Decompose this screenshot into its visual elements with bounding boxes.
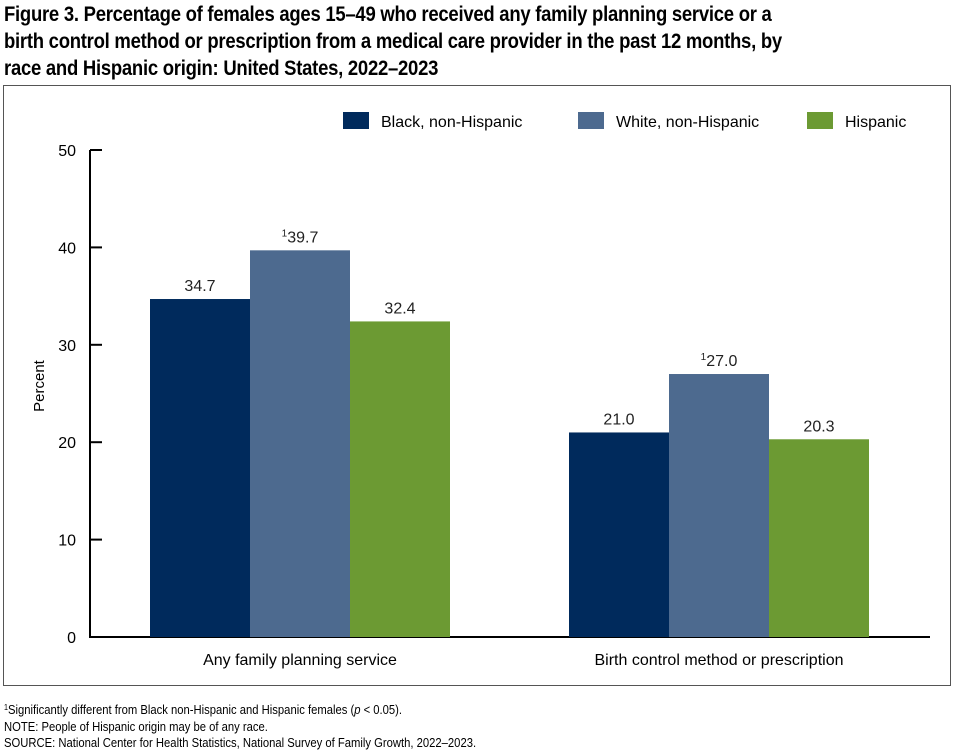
y-tick-label: 20 <box>58 435 76 452</box>
bar <box>769 439 869 637</box>
bar <box>150 299 250 637</box>
source-footnote: SOURCE: National Center for Health Stati… <box>4 736 477 750</box>
footnote-marker: 1 <box>4 703 9 712</box>
superscript-marker: 1 <box>701 352 707 363</box>
y-tick-label: 10 <box>58 533 76 550</box>
bar <box>569 432 669 637</box>
data-label: 20.3 <box>803 418 834 435</box>
legend-item: White, non-Hispanic <box>578 112 759 131</box>
data-label: 139.7 <box>282 228 319 246</box>
footnotes: 1Significantly different from Black non-… <box>4 700 476 752</box>
y-tick-label: 50 <box>58 143 76 160</box>
y-axis-label: Percent <box>31 359 48 412</box>
x-category-label: Any family planning service <box>203 652 397 669</box>
x-category-label: Birth control method or prescription <box>595 652 844 669</box>
chart-frame <box>3 85 951 686</box>
figure-title-line: race and Hispanic origin: United States,… <box>4 56 439 80</box>
legend-swatch <box>807 112 833 129</box>
legend-label: Hispanic <box>845 114 906 131</box>
y-tick-label: 40 <box>58 240 76 257</box>
bar <box>669 374 769 637</box>
note-footnote: NOTE: People of Hispanic origin may be o… <box>4 719 268 734</box>
legend-swatch <box>578 112 604 129</box>
y-tick-label: 30 <box>58 338 76 355</box>
superscript-marker: 1 <box>282 228 288 239</box>
legend-item: Black, non-Hispanic <box>343 112 522 131</box>
legend-label: Black, non-Hispanic <box>381 114 522 131</box>
significance-footnote: 1Significantly different from Black non-… <box>4 703 403 717</box>
bar <box>250 250 350 637</box>
data-label: 32.4 <box>384 300 415 317</box>
axes: 0 10 20 30 40 50 Any family planning service Bi… <box>58 143 930 669</box>
legend: Black, non-Hispanic White, non-Hispanic Hi… <box>343 112 906 131</box>
data-label: 34.7 <box>184 278 215 295</box>
bars <box>150 250 869 637</box>
figure-title-line: Figure 3. Percentage of females ages 15–… <box>4 2 772 26</box>
legend-swatch <box>343 112 369 129</box>
y-tick-label: 0 <box>67 630 76 647</box>
data-label: 21.0 <box>603 411 634 428</box>
figure-title: Figure 3. Percentage of females ages 15–… <box>4 1 959 82</box>
legend-item: Hispanic <box>807 112 906 131</box>
legend-label: White, non-Hispanic <box>616 114 759 131</box>
bar <box>350 321 450 637</box>
data-label: 127.0 <box>701 352 738 370</box>
data-label-value: 39.7 <box>287 229 318 246</box>
figure-title-line: birth control method or prescription fro… <box>4 29 782 53</box>
data-label-value: 27.0 <box>706 353 737 370</box>
